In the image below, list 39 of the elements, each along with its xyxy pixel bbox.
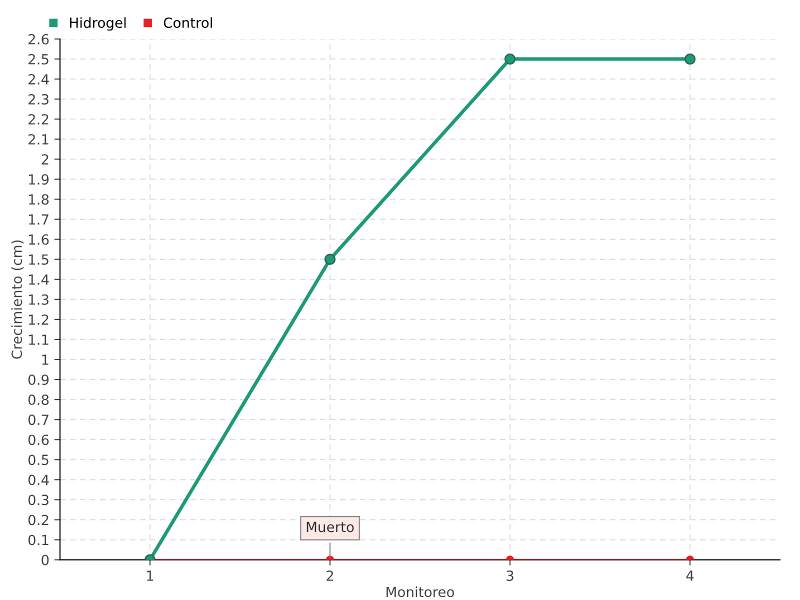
y-tick-label: 0.6 [28,434,49,446]
y-tick-label: 1.2 [29,314,48,325]
y-tick-label: 0.9 [28,374,49,385]
legend-label: Hidrogel [70,17,126,31]
y-tick-label: 0.2 [28,514,48,526]
y-tick-label: 0 [42,554,49,566]
annotation: Muerto [306,522,354,532]
y-tick-label: 2.3 [28,94,48,105]
y-tick-label: 2.5 [28,54,48,65]
x-tick-label: 2 [326,570,334,581]
point [684,53,696,65]
y-tick-label: 0.8 [28,394,49,406]
y-tick-label: 2 [42,154,48,164]
x-tick-label: 3 [506,570,514,581]
y-tick-label: 0.1 [28,534,48,546]
y-tick-label: 0.3 [28,494,48,506]
y-tick-label: 0.7 [28,414,48,426]
y-tick-label: 1.4 [29,274,49,285]
x-tick-label: 1 [147,570,154,581]
y-tick-label: 2.1 [28,134,48,144]
legend-label: Control [164,17,212,28]
y-tick-label: 0.4 [28,474,49,486]
y-tick-label: 1.7 [29,214,48,225]
y-tick-label: 1.1 [29,334,48,345]
point [504,53,516,65]
y-tick-label: 1.6 [29,234,49,245]
y-tick-label: 2.2 [28,114,48,124]
y-tick-label: 1.9 [29,174,49,185]
point [324,254,336,265]
x-tick-label: 4 [686,570,694,581]
y-tick-label: 0.5 [28,454,48,466]
y-tick-label: 1.8 [29,194,49,205]
y-tick-label: 1 [42,354,48,365]
y-tick-label: 2.6 [28,34,49,44]
y-tick-label: 1.3 [29,294,48,305]
x-axis-title: Monitoreo [386,586,454,598]
y-tick-label: 2.4 [28,74,49,84]
y-tick-label: 1.5 [29,254,48,265]
y-axis-title: Crecimiento (cm) [11,240,24,359]
